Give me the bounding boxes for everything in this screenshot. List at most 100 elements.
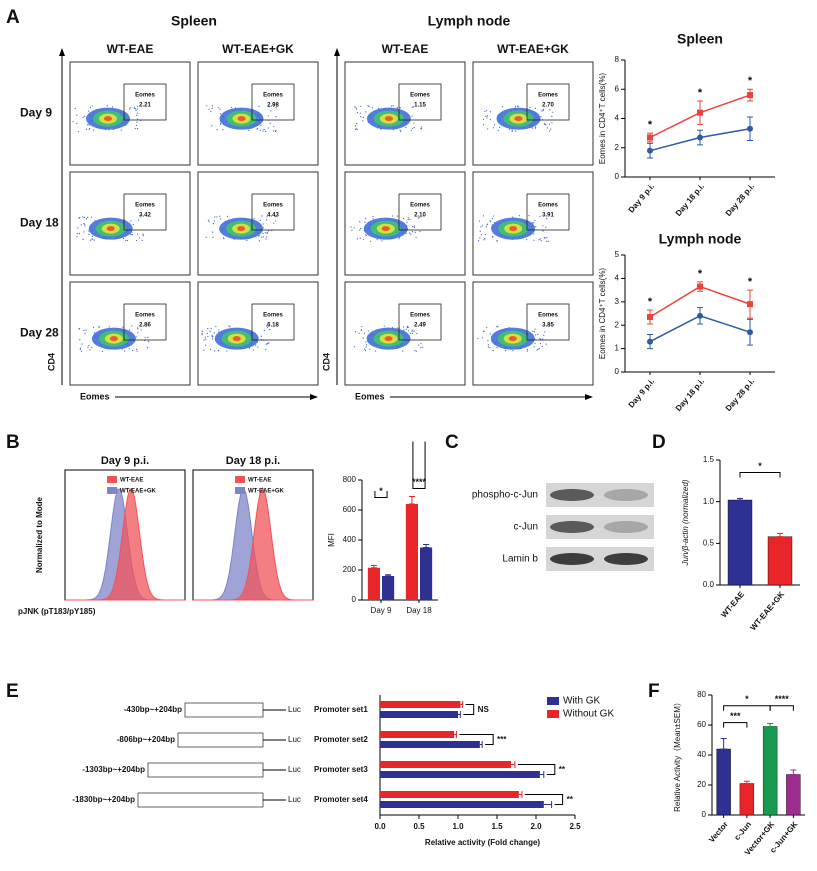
event-dot: [535, 334, 537, 336]
bar: [380, 711, 458, 718]
event-dot: [272, 130, 275, 132]
event-dot: [248, 129, 250, 131]
x-tick-label: WT-EAE+GK: [749, 590, 787, 633]
event-dot: [135, 336, 137, 338]
event-dot: [209, 330, 211, 333]
event-dot: [223, 237, 225, 240]
event-dot: [211, 335, 213, 337]
event-dot: [541, 110, 543, 112]
event-dot: [533, 233, 535, 235]
event-dot: [539, 215, 541, 217]
event-dot: [478, 220, 481, 222]
event-dot: [98, 325, 100, 327]
sig-label: *: [698, 87, 703, 99]
event-dot: [383, 325, 385, 327]
x-tick-label: Day 18: [406, 606, 432, 615]
event-dot: [79, 347, 82, 349]
marker: [747, 301, 753, 308]
gate-label: Eomes: [538, 203, 558, 209]
event-dot: [354, 128, 356, 130]
event-dot: [409, 232, 411, 234]
event-dot: [211, 231, 214, 233]
event-dot: [267, 115, 269, 117]
gate-label: Eomes: [263, 93, 283, 99]
gate: [251, 303, 295, 341]
event-dot: [531, 127, 534, 129]
event-dot: [83, 231, 85, 233]
event-dot: [353, 227, 355, 229]
event-dot: [487, 339, 489, 342]
y-tick-label: 800: [343, 475, 357, 484]
event-dot: [93, 326, 95, 328]
sig-label: **: [567, 795, 574, 804]
x-tick-label: Day 18 p.i.: [674, 377, 706, 413]
event-dot: [210, 348, 212, 351]
event-dot: [266, 216, 268, 218]
event-dot: [489, 111, 491, 113]
event-dot: [78, 328, 80, 330]
column-header: WT-EAE: [107, 42, 154, 56]
event-dot: [402, 350, 404, 352]
event-dot: [269, 122, 271, 124]
gate-label: Eomes: [135, 203, 155, 209]
event-dot: [208, 221, 210, 223]
event-dot: [497, 326, 499, 328]
event-dot: [540, 239, 542, 242]
bar: [380, 771, 540, 778]
event-dot: [355, 108, 358, 110]
event-dot: [356, 128, 358, 131]
bar: [380, 761, 512, 768]
bar: [420, 547, 433, 600]
event-dot: [542, 230, 544, 232]
reporter-label: Luc: [288, 765, 301, 774]
event-dot: [489, 220, 491, 222]
x-tick-label: 0.0: [374, 822, 386, 831]
event-dot: [266, 326, 269, 328]
event-dot: [411, 332, 414, 335]
event-dot: [101, 350, 104, 353]
event-dot: [482, 124, 485, 126]
event-dot: [391, 215, 393, 217]
gate: [251, 83, 295, 121]
event-dot: [406, 325, 409, 328]
event-dot: [89, 239, 92, 241]
y-axis-label: Eomes in CD4⁺T cells(%): [598, 268, 607, 360]
event-dot: [88, 124, 90, 126]
column-header: WT-EAE+GK: [222, 42, 294, 56]
event-dot: [551, 122, 553, 124]
promoter-box: [147, 762, 264, 778]
sig-label: ****: [775, 694, 790, 704]
event-dot: [413, 122, 415, 124]
event-dot: [365, 346, 367, 348]
event-dot: [136, 239, 138, 242]
event-dot: [534, 219, 536, 222]
x-axis-label: pJNK (pT183/pY185): [18, 607, 96, 616]
event-dot: [126, 239, 129, 242]
event-dot: [534, 107, 536, 109]
event-dot: [407, 326, 409, 328]
marker: [747, 125, 753, 132]
band: [550, 489, 594, 501]
event-dot: [261, 215, 263, 217]
event-dot: [273, 222, 275, 224]
error-bar: [767, 723, 774, 727]
event-dot: [366, 344, 368, 346]
event-dot: [533, 346, 535, 348]
column-header: WT-EAE+GK: [497, 42, 569, 56]
event-dot: [262, 223, 264, 225]
event-dot: [275, 107, 277, 109]
histogram-title: Day 9 p.i.: [101, 455, 149, 467]
error-bar: [737, 497, 743, 501]
event-dot: [219, 215, 221, 217]
sig-label: *: [648, 119, 653, 131]
event-dot: [120, 129, 122, 131]
sig-bracket: [524, 794, 564, 805]
sig-label: *: [758, 461, 762, 471]
event-dot: [275, 129, 277, 132]
sig-label: *: [745, 694, 749, 704]
event-dot: [89, 107, 91, 109]
event-dot: [422, 346, 424, 348]
event-dot: [359, 237, 361, 239]
event-dot: [137, 118, 139, 120]
